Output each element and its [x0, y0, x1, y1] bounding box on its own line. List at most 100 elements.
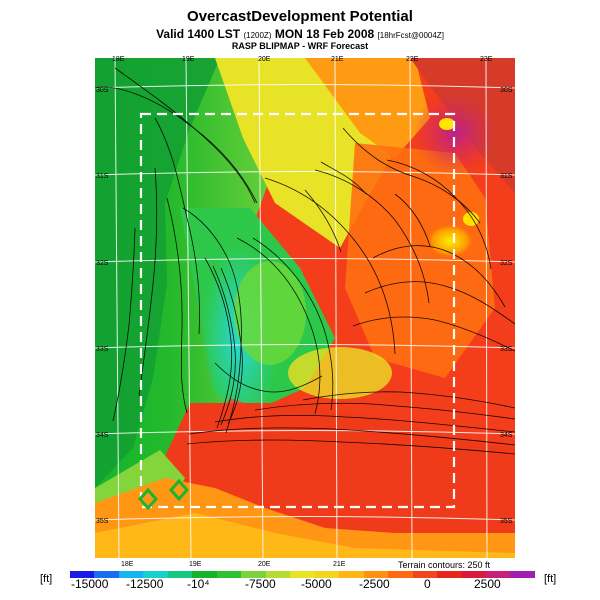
lat-tick-left-34s: 34S [96, 432, 109, 439]
grid-parallel-30s [94, 84, 516, 89]
contour-interior-3 [264, 177, 396, 355]
lat-tick-right-34s: 34S [500, 432, 513, 439]
valid-code: (1200Z) [243, 31, 272, 40]
colorbar-swatch-2 [94, 571, 119, 578]
colorbar-unit-right: [ft] [544, 573, 557, 585]
forecast-map [94, 57, 516, 559]
lon-tick-bottom-19e: 19E [189, 561, 202, 568]
contour-south-1 [302, 391, 516, 409]
lon-tick-top-21e: 21E [331, 56, 344, 63]
contour-north-1 [94, 86, 258, 204]
colorbar-swatch-14 [388, 571, 413, 578]
map-title: OvercastDevelopment Potential [187, 8, 413, 25]
colorbar [70, 571, 535, 578]
diamond-2 [137, 487, 159, 511]
colorbar-swatch-12 [339, 571, 364, 578]
contour-coast-1 [138, 167, 158, 397]
grid-meridian-22e [409, 57, 413, 559]
contour-west-4 [204, 257, 233, 429]
valid-suffix: MON 18 Feb 2008 [274, 27, 375, 41]
southern-light-orange [95, 513, 515, 558]
lat-tick-left-32s: 32S [96, 260, 109, 267]
contour-west-1 [154, 117, 200, 335]
terrain-contour-note: Terrain contours: 250 ft [398, 560, 491, 570]
colorbar-label-zero: 0 [424, 577, 431, 591]
colorbar-swatch-15 [412, 571, 438, 578]
contour-south-4 [188, 427, 516, 446]
lon-tick-bottom-20e: 20E [258, 561, 271, 568]
grid-meridian-18e [114, 57, 120, 559]
contour-small-1 [304, 189, 342, 253]
colorbar-label-minus-5000: -5000 [301, 577, 332, 591]
central-yellow-patch [288, 347, 392, 399]
colorbar-label-minus-10000: -10⁴ [187, 577, 210, 591]
grid-parallel-34s [94, 430, 516, 435]
lat-tick-left-30s: 30S [96, 87, 109, 94]
colorbar-label-minus-15000: -15000 [71, 577, 109, 591]
colorbar-swatch-10 [290, 571, 315, 578]
grid-parallel-33s [94, 344, 516, 349]
contour-interior-1 [236, 237, 321, 415]
lat-tick-right-30s: 30S [500, 87, 513, 94]
contour-interior-2 [252, 237, 334, 411]
contour-north-2 [114, 67, 256, 204]
contour-small-4 [214, 362, 323, 393]
contour-east-4 [364, 281, 516, 325]
lat-tick-right-31s: 31S [500, 173, 513, 180]
southwest-diamonds [137, 478, 190, 511]
north-orange-field [305, 58, 430, 158]
purple-maximum [413, 91, 497, 175]
colorbar-label-minus-7500: -7500 [245, 577, 276, 591]
lat-tick-left-33s: 33S [96, 346, 109, 353]
east-orange-field [345, 143, 495, 378]
colorbar-swatch-3 [118, 571, 144, 578]
colorbar-swatch-17 [461, 571, 486, 578]
lon-tick-bottom-21e: 21E [333, 561, 346, 568]
grid-parallel-31s [94, 171, 516, 176]
colorbar-label-minus-2500: -2500 [359, 577, 390, 591]
colorbar-swatch-4 [143, 571, 168, 578]
colorbar-label-2500: 2500 [474, 577, 501, 591]
grid-lines [94, 57, 516, 559]
diamond-1 [168, 478, 190, 502]
grid-parallel-32s [94, 258, 516, 263]
lon-tick-bottom-18e: 18E [121, 561, 134, 568]
colorbar-swatch-18 [485, 571, 511, 578]
colorbar-swatch-11 [314, 571, 340, 578]
colorbar-unit-left: [ft] [40, 573, 53, 585]
colorbar-swatch-5 [167, 571, 193, 578]
contour-east-5 [352, 316, 516, 352]
contour-south-5 [186, 439, 516, 455]
forecast-map-svg [94, 57, 516, 559]
grid-meridian-21e [334, 57, 338, 559]
grid-meridian-19e [185, 57, 192, 559]
grid-meridian-20e [258, 57, 264, 559]
contour-interior-4 [314, 169, 430, 304]
coastal-green-field [95, 58, 220, 488]
colorbar-swatch-7 [216, 571, 242, 578]
contour-west-5 [212, 265, 236, 426]
colorbar-swatch-8 [241, 571, 266, 578]
contour-east-3 [372, 245, 506, 308]
valid-time-line: Valid 1400 LST (1200Z) MON 18 Feb 2008 [… [0, 27, 600, 41]
colorbar-swatch-6 [192, 571, 217, 578]
colorbar-swatch-19 [510, 571, 535, 578]
map-subtitle: RASP BLIPMAP - WRF Forecast [231, 41, 369, 51]
lat-tick-left-31s: 31S [96, 173, 109, 180]
lon-tick-top-18e: 18E [112, 56, 125, 63]
valid-prefix: Valid 1400 LST [156, 27, 241, 41]
colorbar-swatch-16 [437, 571, 462, 578]
lon-tick-top-19e: 19E [182, 56, 195, 63]
lon-tick-top-20e: 20E [258, 56, 271, 63]
colorbar-label-minus-12500: -12500 [126, 577, 164, 591]
yellow-hotspot-east [425, 223, 475, 259]
contour-small-2 [320, 161, 367, 195]
terrain-contours [94, 67, 516, 455]
contour-east-2 [386, 159, 492, 270]
contour-west-6 [220, 267, 243, 425]
colorbar-swatch-13 [363, 571, 389, 578]
contour-coast-2 [112, 227, 136, 422]
lon-tick-top-23e: 23E [480, 56, 493, 63]
lat-tick-left-35s: 35S [96, 518, 109, 525]
contour-west-3 [182, 207, 242, 434]
